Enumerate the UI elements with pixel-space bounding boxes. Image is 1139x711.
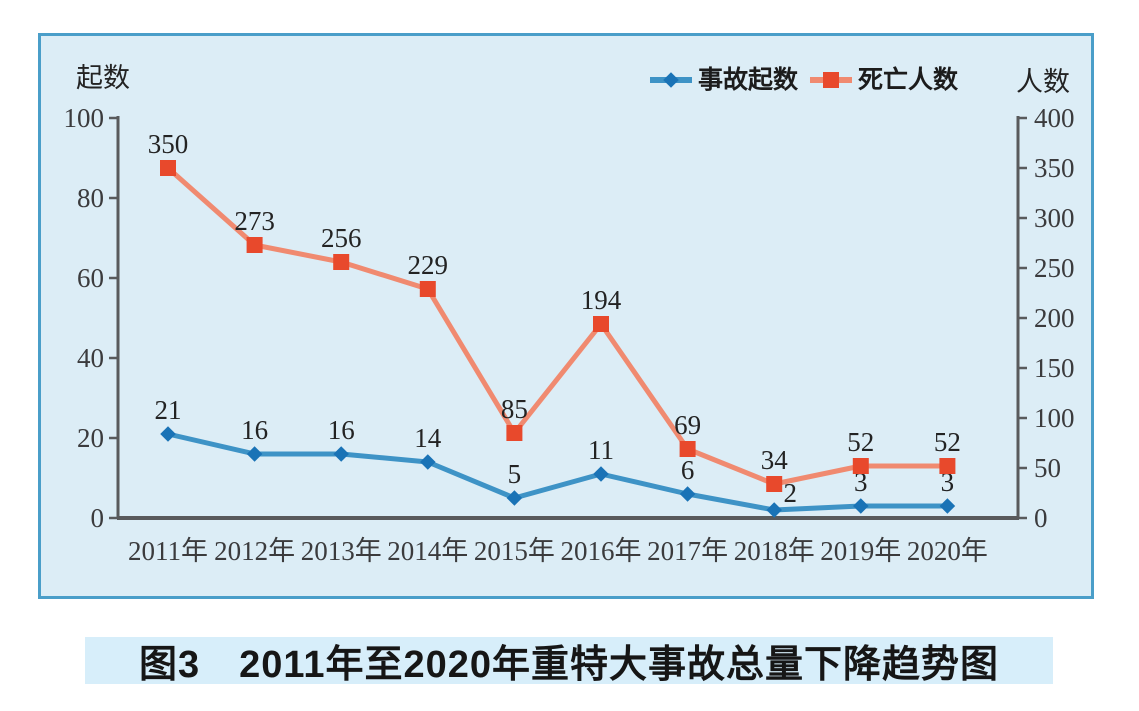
legend-label: 死亡人数 xyxy=(858,65,959,94)
x-axis-tick-label: 2012年 xyxy=(214,536,295,566)
left-axis-tick-label: 40 xyxy=(77,343,104,373)
right-axis-tick-label: 0 xyxy=(1034,503,1048,533)
data-point-label: 52 xyxy=(847,427,874,457)
left-axis-tick-label: 0 xyxy=(91,503,105,533)
x-axis-tick-label: 2015年 xyxy=(474,536,555,566)
chart-panel: 0 20 40 60 80 100 0 50 100 150 200 250 300 350 400 2011… xyxy=(38,33,1094,599)
data-point-label: 85 xyxy=(501,394,528,424)
diamond-marker xyxy=(679,486,696,502)
left-axis-title: 起数 xyxy=(76,63,130,93)
事故起数-line xyxy=(165,431,950,513)
diamond-marker xyxy=(853,498,869,514)
right-axis-tick-label: 350 xyxy=(1034,153,1075,183)
x-axis-tick-label: 2020年 xyxy=(907,536,988,566)
data-point-label: 21 xyxy=(155,395,182,425)
x-axis-tick-label: 2014年 xyxy=(387,536,468,566)
square-marker xyxy=(506,425,523,441)
right-axis-tick-label: 150 xyxy=(1034,353,1075,383)
square-marker xyxy=(246,237,263,253)
square-marker xyxy=(679,441,696,457)
left-axis-tick-label: 20 xyxy=(77,423,104,453)
diamond-marker xyxy=(766,502,782,518)
trend-chart: 0 20 40 60 80 100 0 50 100 150 200 250 300 350 400 2011… xyxy=(64,63,1075,566)
square-marker xyxy=(766,476,783,492)
left-axis-tick-label: 60 xyxy=(77,263,104,293)
right-axis-tick-label: 200 xyxy=(1034,303,1075,333)
x-axis-tick-label: 2019年 xyxy=(820,536,901,566)
diamond-marker xyxy=(246,446,263,462)
right-axis-tick-label: 100 xyxy=(1034,403,1075,433)
data-point-label: 350 xyxy=(148,129,189,159)
right-axis-tick-label: 300 xyxy=(1034,203,1075,233)
left-axis-tick-label: 100 xyxy=(64,103,105,133)
square-marker xyxy=(419,281,436,297)
死亡人数-line xyxy=(165,165,950,487)
diamond-marker xyxy=(939,498,956,514)
data-point-label: 256 xyxy=(321,223,362,253)
data-point-label: 6 xyxy=(681,455,695,485)
data-point-label: 52 xyxy=(934,427,961,457)
diamond-marker xyxy=(420,454,436,470)
data-point-label: 11 xyxy=(588,435,614,465)
data-point-label: 2 xyxy=(783,478,797,508)
right-axis-tick-label: 50 xyxy=(1034,453,1061,483)
square-marker xyxy=(852,458,869,474)
square-marker xyxy=(333,254,350,270)
right-axis-title: 人数 xyxy=(1016,67,1070,97)
data-point-label: 14 xyxy=(414,423,442,453)
x-axis-tick-label: 2017年 xyxy=(647,536,728,566)
data-point-label: 3 xyxy=(854,467,868,497)
data-point-label: 16 xyxy=(241,415,268,445)
data-point-label: 69 xyxy=(674,410,701,440)
x-axis-tick-label: 2018年 xyxy=(734,536,815,566)
right-axis-tick-label: 400 xyxy=(1034,103,1075,133)
right-axis-tick-label: 250 xyxy=(1034,253,1075,283)
diamond-marker xyxy=(593,466,609,482)
diamond-marker xyxy=(333,446,349,462)
data-point-label: 16 xyxy=(328,415,355,445)
data-point-label: 194 xyxy=(581,285,622,315)
legend-label: 事故起数 xyxy=(698,66,799,94)
left-axis-tick-label: 80 xyxy=(77,183,104,213)
data-point-label: 229 xyxy=(408,250,449,280)
square-marker xyxy=(939,458,956,474)
x-axis-tick-label: 2013年 xyxy=(301,536,382,566)
legend-diamond-marker xyxy=(663,72,679,88)
data-point-label: 3 xyxy=(941,467,955,497)
data-point-label: 5 xyxy=(508,459,522,489)
x-axis-tick-label: 2011年 xyxy=(128,536,208,566)
figure-caption: 图3 2011年至2020年重特大事故总量下降趋势图 xyxy=(85,637,1053,686)
legend-square-marker xyxy=(823,72,839,88)
diamond-marker xyxy=(506,490,523,506)
square-marker xyxy=(160,160,176,176)
square-marker xyxy=(593,316,609,332)
data-point-label: 273 xyxy=(234,206,275,236)
diamond-marker xyxy=(160,426,176,442)
data-point-label: 34 xyxy=(761,445,789,475)
x-axis-tick-label: 2016年 xyxy=(561,536,642,566)
